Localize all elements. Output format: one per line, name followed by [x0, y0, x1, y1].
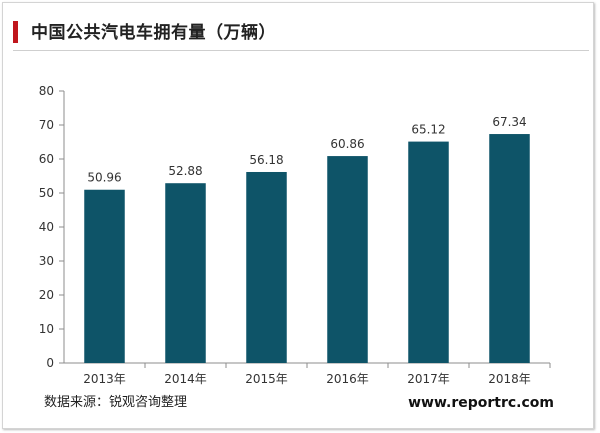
y-tick-label: 30: [39, 254, 54, 268]
title-accent-bar: [13, 21, 18, 43]
website-label: www.reportrc.com: [408, 395, 554, 411]
source-note: 数据来源：锐观咨询整理: [44, 395, 188, 410]
y-tick-label: 70: [39, 118, 54, 132]
y-tick-label: 10: [39, 322, 54, 336]
title-divider: [13, 50, 589, 51]
x-tick-label: 2018年: [488, 372, 531, 386]
bar: [327, 156, 368, 363]
bar: [246, 171, 287, 363]
x-tick-label: 2013年: [83, 372, 126, 386]
x-tick-label: 2015年: [245, 372, 288, 386]
y-tick-label: 50: [39, 186, 54, 200]
data-label: 60.86: [330, 137, 364, 151]
data-label: 50.96: [87, 171, 121, 185]
bar: [165, 183, 206, 363]
x-axis: 2013年 2014年 2015年 2016年 2017年 2018年: [64, 362, 551, 386]
data-label: 56.18: [249, 153, 283, 167]
data-label: 67.34: [492, 115, 526, 129]
y-tick-label: 40: [39, 220, 54, 234]
data-label: 52.88: [168, 164, 202, 178]
bar: [489, 134, 530, 363]
data-label: 65.12: [411, 123, 445, 137]
bar: [84, 189, 125, 363]
data-labels: 50.96 52.88 56.18 60.86 65.12 67.34: [87, 115, 526, 185]
x-tick-label: 2016年: [326, 372, 369, 386]
y-tick-label: 60: [39, 152, 54, 166]
x-tick-label: 2014年: [164, 372, 207, 386]
y-tick-label: 80: [39, 84, 54, 98]
bar: [408, 141, 449, 363]
y-axis: 0 10 20 30 40 50 60 70 80: [39, 84, 65, 370]
chart-title: 中国公共汽电车拥有量（万辆）: [31, 23, 276, 43]
y-tick-label: 0: [46, 356, 54, 370]
y-tick-label: 20: [39, 288, 54, 302]
x-tick-label: 2017年: [407, 372, 450, 386]
bars: [84, 134, 530, 363]
